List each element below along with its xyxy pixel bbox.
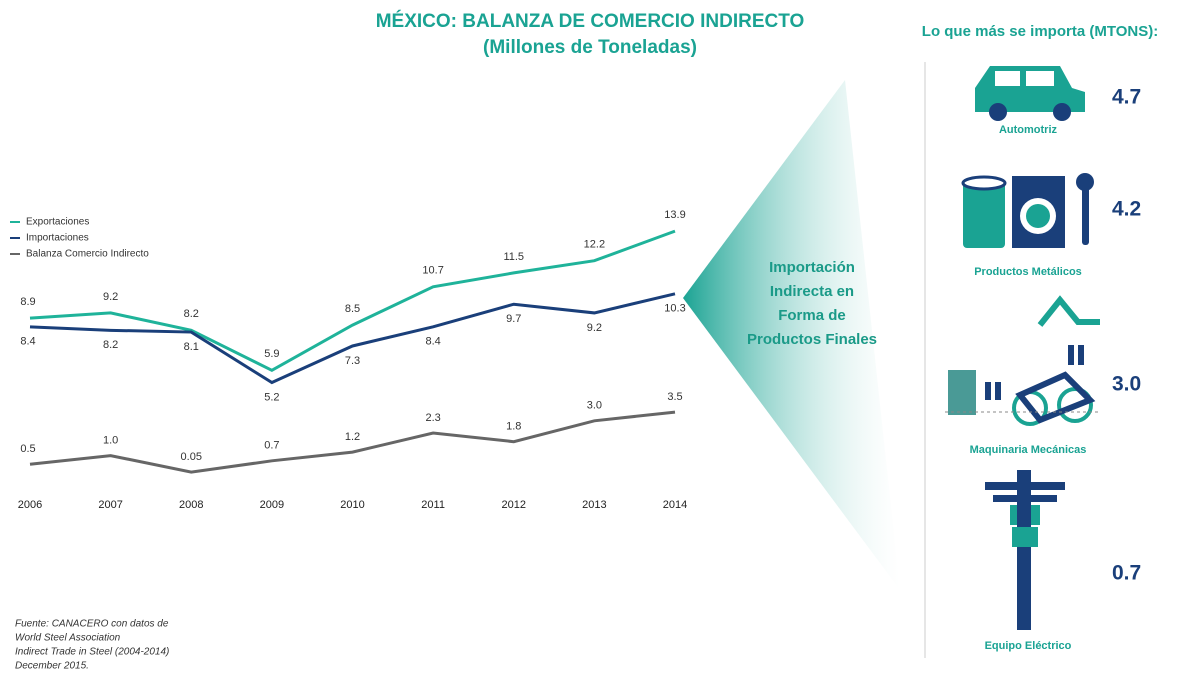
item-label: Automotriz bbox=[999, 124, 1058, 136]
annotation-line: Indirecta en bbox=[770, 283, 854, 300]
value-label: 13.9 bbox=[664, 209, 685, 221]
value-label: 0.05 bbox=[181, 451, 202, 463]
x-tick-label: 2007 bbox=[98, 499, 122, 511]
series-line bbox=[29, 292, 676, 385]
item-value: 0.7 bbox=[1112, 562, 1141, 585]
annotation-line: Productos Finales bbox=[747, 331, 877, 348]
value-label: 3.5 bbox=[667, 391, 682, 403]
x-tick-label: 2009 bbox=[260, 499, 284, 511]
value-label: 5.9 bbox=[264, 348, 279, 360]
funnel bbox=[683, 80, 900, 590]
item-value: 4.2 bbox=[1112, 198, 1141, 221]
value-label: 8.1 bbox=[184, 341, 199, 353]
value-label: 12.2 bbox=[584, 239, 605, 251]
value-label: 7.3 bbox=[345, 355, 360, 367]
x-tick-label: 2011 bbox=[421, 499, 445, 511]
value-label: 8.5 bbox=[345, 303, 360, 315]
value-label: 3.0 bbox=[587, 400, 602, 412]
legend-label: Importaciones bbox=[26, 233, 89, 244]
source-note: Fuente: CANACERO con datos de World Steel… bbox=[15, 619, 169, 672]
item-label: Equipo Eléctrico bbox=[985, 640, 1072, 652]
annotation-line: Forma de bbox=[778, 307, 846, 324]
value-label: 9.2 bbox=[103, 291, 118, 303]
value-label: 10.7 bbox=[422, 265, 443, 277]
value-label: 2.3 bbox=[425, 412, 440, 424]
legend-label: Balanza Comercio Indirecto bbox=[26, 249, 149, 260]
car-icon bbox=[975, 66, 1085, 121]
source-line: Fuente: CANACERO con datos de bbox=[15, 619, 169, 630]
item-value: 4.7 bbox=[1112, 86, 1141, 109]
metal-icons bbox=[961, 173, 1094, 248]
pole-icon bbox=[985, 470, 1065, 630]
item-label: Maquinaria Mecánicas bbox=[970, 444, 1087, 456]
value-label: 8.9 bbox=[20, 296, 35, 308]
series-line bbox=[29, 229, 676, 373]
x-tick-label: 2012 bbox=[502, 499, 526, 511]
value-label: 8.2 bbox=[103, 339, 118, 351]
annotation-line: Importación bbox=[769, 259, 855, 276]
panel-title: Lo que más se importa (MTONS): bbox=[922, 23, 1158, 40]
item-value: 3.0 bbox=[1112, 373, 1141, 396]
x-tick-label: 2010 bbox=[340, 499, 364, 511]
chart-title: MÉXICO: BALANZA DE COMERCIO INDIRECTO bbox=[376, 10, 805, 32]
x-tick-label: 2014 bbox=[663, 499, 687, 511]
value-label: 1.0 bbox=[103, 435, 118, 447]
value-label: 8.4 bbox=[20, 336, 35, 348]
value-label: 0.5 bbox=[20, 443, 35, 455]
source-line: December 2015. bbox=[15, 661, 89, 672]
value-label: 9.2 bbox=[587, 322, 602, 334]
value-label: 9.7 bbox=[506, 313, 521, 325]
chart-subtitle: (Millones de Toneladas) bbox=[483, 37, 697, 58]
source-line: Indirect Trade in Steel (2004-2014) bbox=[15, 647, 169, 658]
value-label: 0.7 bbox=[264, 440, 279, 452]
x-tick-label: 2008 bbox=[179, 499, 203, 511]
import-list: Automotriz 4.7 Productos Metálicos 4.2 Maqui… bbox=[970, 86, 1142, 652]
x-tick-label: 2013 bbox=[582, 499, 606, 511]
item-label: Productos Metálicos bbox=[974, 266, 1082, 278]
value-label: 1.2 bbox=[345, 431, 360, 443]
x-tick-label: 2006 bbox=[18, 499, 42, 511]
machinery-icons bbox=[945, 295, 1100, 426]
value-label: 5.2 bbox=[264, 391, 279, 403]
value-label: 1.8 bbox=[506, 421, 521, 433]
value-label: 10.3 bbox=[664, 303, 685, 315]
legend-label: Exportaciones bbox=[26, 217, 89, 228]
annotation: Importación Indirecta en Forma de Productos… bbox=[747, 259, 877, 348]
value-label: 11.5 bbox=[503, 251, 524, 263]
series-line bbox=[29, 410, 676, 474]
value-label: 8.4 bbox=[425, 336, 440, 348]
value-label: 8.2 bbox=[184, 308, 199, 320]
source-line: World Steel Association bbox=[15, 633, 121, 644]
